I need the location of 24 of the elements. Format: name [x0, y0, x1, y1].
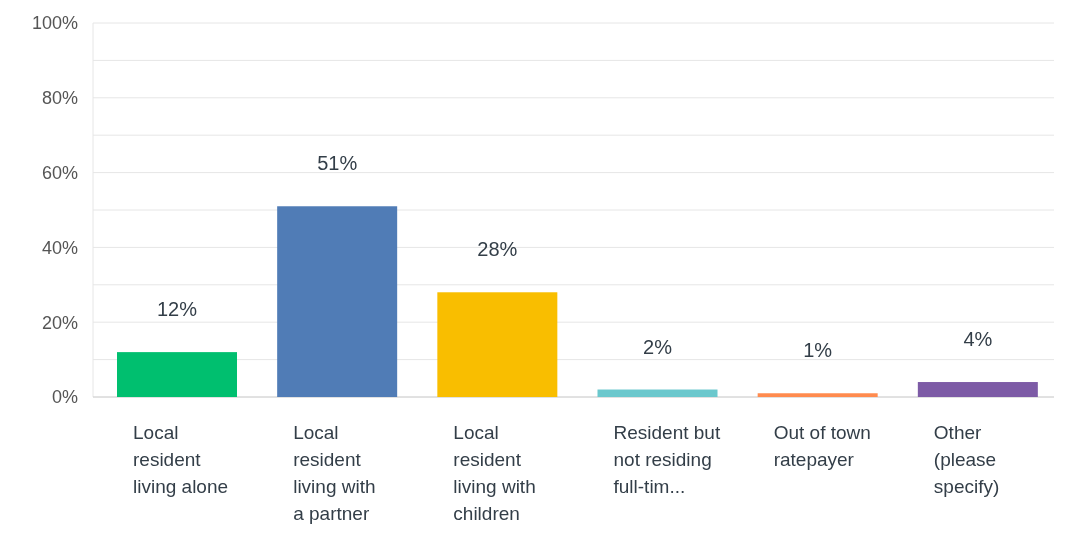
y-tick-label: 20% [41, 312, 78, 333]
data-label: 28% [477, 238, 518, 261]
y-tick-label: 60% [41, 162, 78, 183]
bar [437, 292, 558, 397]
x-tick-label: Local resident living alone [133, 422, 229, 497]
bar [917, 382, 1038, 397]
data-label: 2% [643, 335, 673, 358]
x-tick-label: Local resident living with a partner [293, 422, 376, 524]
bar [277, 206, 398, 397]
data-label: 4% [963, 328, 993, 351]
x-tick-label: Local resident living with children [453, 422, 536, 524]
data-label: 12% [156, 298, 198, 321]
y-tick-label: 100% [31, 13, 78, 34]
bar [597, 389, 718, 397]
bar [757, 393, 878, 397]
data-label: 51% [317, 152, 358, 175]
x-tick-label: Resident but not residing full-tim... [613, 422, 721, 497]
y-tick-label: 40% [41, 237, 78, 258]
y-tick-label: 80% [41, 88, 78, 109]
y-tick-label: 0% [51, 387, 78, 408]
x-tick-label: Out of town ratepayer [773, 422, 871, 470]
data-label: 1% [803, 339, 833, 362]
x-tick-label: Other (please specify) [933, 422, 1000, 497]
bar [117, 352, 237, 397]
